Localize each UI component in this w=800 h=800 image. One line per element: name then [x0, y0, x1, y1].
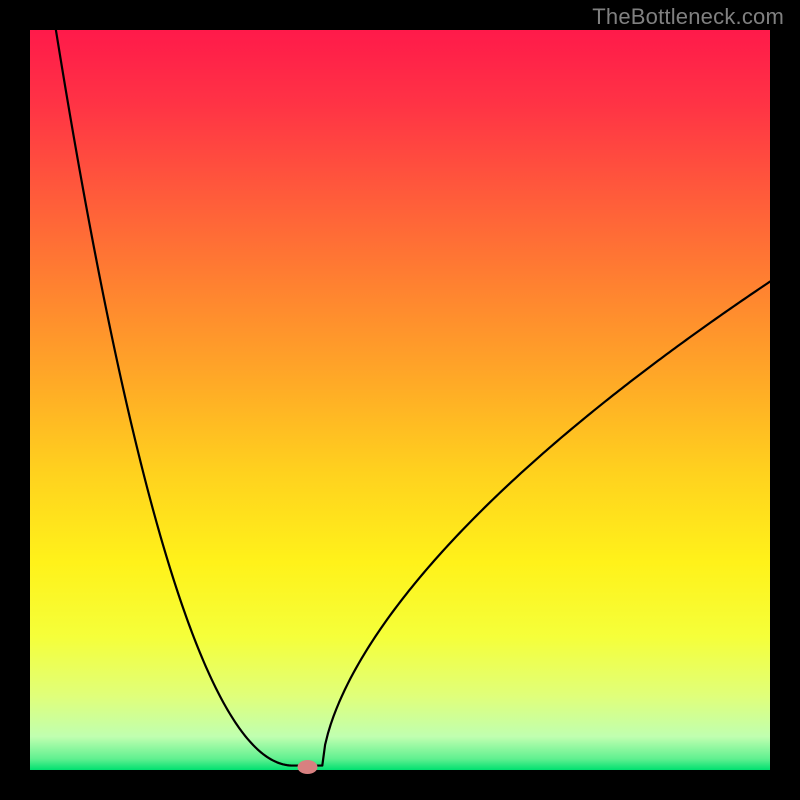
optimum-marker: [298, 760, 318, 774]
bottleneck-curve-chart: [0, 0, 800, 800]
watermark-text: TheBottleneck.com: [592, 4, 784, 30]
chart-plot-area: [30, 30, 770, 770]
chart-container: TheBottleneck.com: [0, 0, 800, 800]
